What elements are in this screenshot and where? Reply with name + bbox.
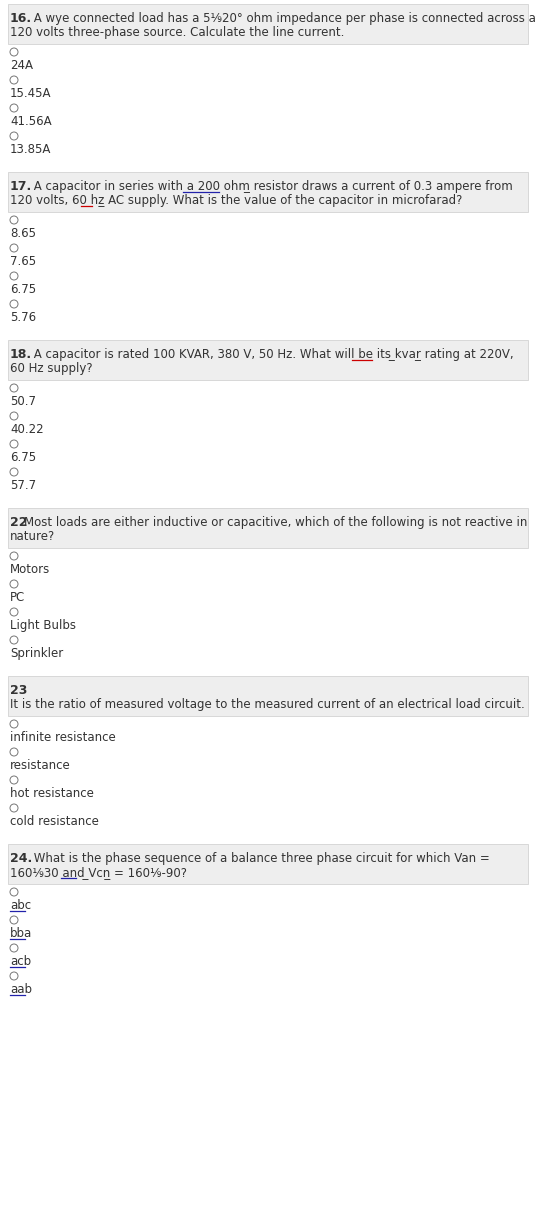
Text: 6.75: 6.75 [10, 283, 36, 296]
Text: 18.: 18. [10, 348, 32, 361]
Text: 8.65: 8.65 [10, 226, 36, 240]
Text: What is the phase sequence of a balance three phase circuit for which Van =: What is the phase sequence of a balance … [31, 852, 490, 865]
Bar [8, 508, 528, 548]
Bar [8, 4, 528, 44]
Text: 24A: 24A [10, 59, 33, 72]
Text: cold resistance: cold resistance [10, 815, 99, 827]
Text: Sprinkler: Sprinkler [10, 647, 63, 660]
Text: 13.85A: 13.85A [10, 143, 51, 155]
Text: 17.: 17. [10, 180, 32, 193]
Text: It is the ratio of measured voltage to the measured current of an electrical loa: It is the ratio of measured voltage to t… [10, 698, 525, 711]
Text: nature?: nature? [10, 530, 55, 543]
Text: bba: bba [10, 927, 32, 940]
Text: 5.76: 5.76 [10, 311, 36, 324]
Bar [8, 340, 528, 379]
Text: A wye connected load has a 5⅑20° ohm impedance per phase is connected across a: A wye connected load has a 5⅑20° ohm imp… [31, 12, 536, 26]
Text: acb: acb [10, 955, 31, 968]
Text: Motors: Motors [10, 563, 50, 577]
Text: 50.7: 50.7 [10, 395, 36, 408]
Text: infinite resistance: infinite resistance [10, 731, 116, 744]
Text: Most loads are either inductive or capacitive, which of the following is not rea: Most loads are either inductive or capac… [24, 517, 527, 529]
Text: 41.56A: 41.56A [10, 115, 51, 129]
Text: aab: aab [10, 983, 32, 996]
Text: 160⅑30 and ̲̲̲Vcn̲ = 160⅑-90?: 160⅑30 and ̲̲̲Vcn̲ = 160⅑-90? [10, 867, 187, 879]
Text: 6.75: 6.75 [10, 450, 36, 464]
Text: resistance: resistance [10, 759, 71, 772]
Text: 57.7: 57.7 [10, 479, 36, 492]
Text: 60 Hz supply?: 60 Hz supply? [10, 362, 93, 375]
Text: 7.65: 7.65 [10, 255, 36, 268]
Text: 22: 22 [10, 517, 27, 529]
Text: 120 volts, 60 ̲̲hz̲ AC supply. What is the value of the capacitor in microfarad?: 120 volts, 60 ̲̲hz̲ AC supply. What is t… [10, 195, 463, 207]
Text: A capacitor in series with a ̲̲̲̲̲̲̲200 ohm̲ resistor draws a current of 0.3 amp: A capacitor in series with a ̲̲̲̲̲̲̲200 … [31, 180, 513, 193]
Text: PC: PC [10, 591, 25, 603]
Text: 16.: 16. [10, 12, 32, 26]
Text: 120 volts three-phase source. Calculate the line current.: 120 volts three-phase source. Calculate … [10, 26, 344, 39]
Text: A capacitor is rated 100 KVAR, 380 V, 50 Hz. What will be its ̲̲̲̲kvar̲ rating a: A capacitor is rated 100 KVAR, 380 V, 50… [31, 348, 514, 361]
Text: abc: abc [10, 898, 31, 912]
Bar [8, 845, 528, 884]
Text: hot resistance: hot resistance [10, 787, 94, 800]
Bar [8, 676, 528, 716]
Text: 23: 23 [10, 684, 27, 698]
Bar [8, 173, 528, 212]
Text: 24.: 24. [10, 852, 32, 865]
Text: Light Bulbs: Light Bulbs [10, 619, 76, 632]
Text: 40.22: 40.22 [10, 424, 43, 436]
Text: 15.45A: 15.45A [10, 87, 51, 100]
